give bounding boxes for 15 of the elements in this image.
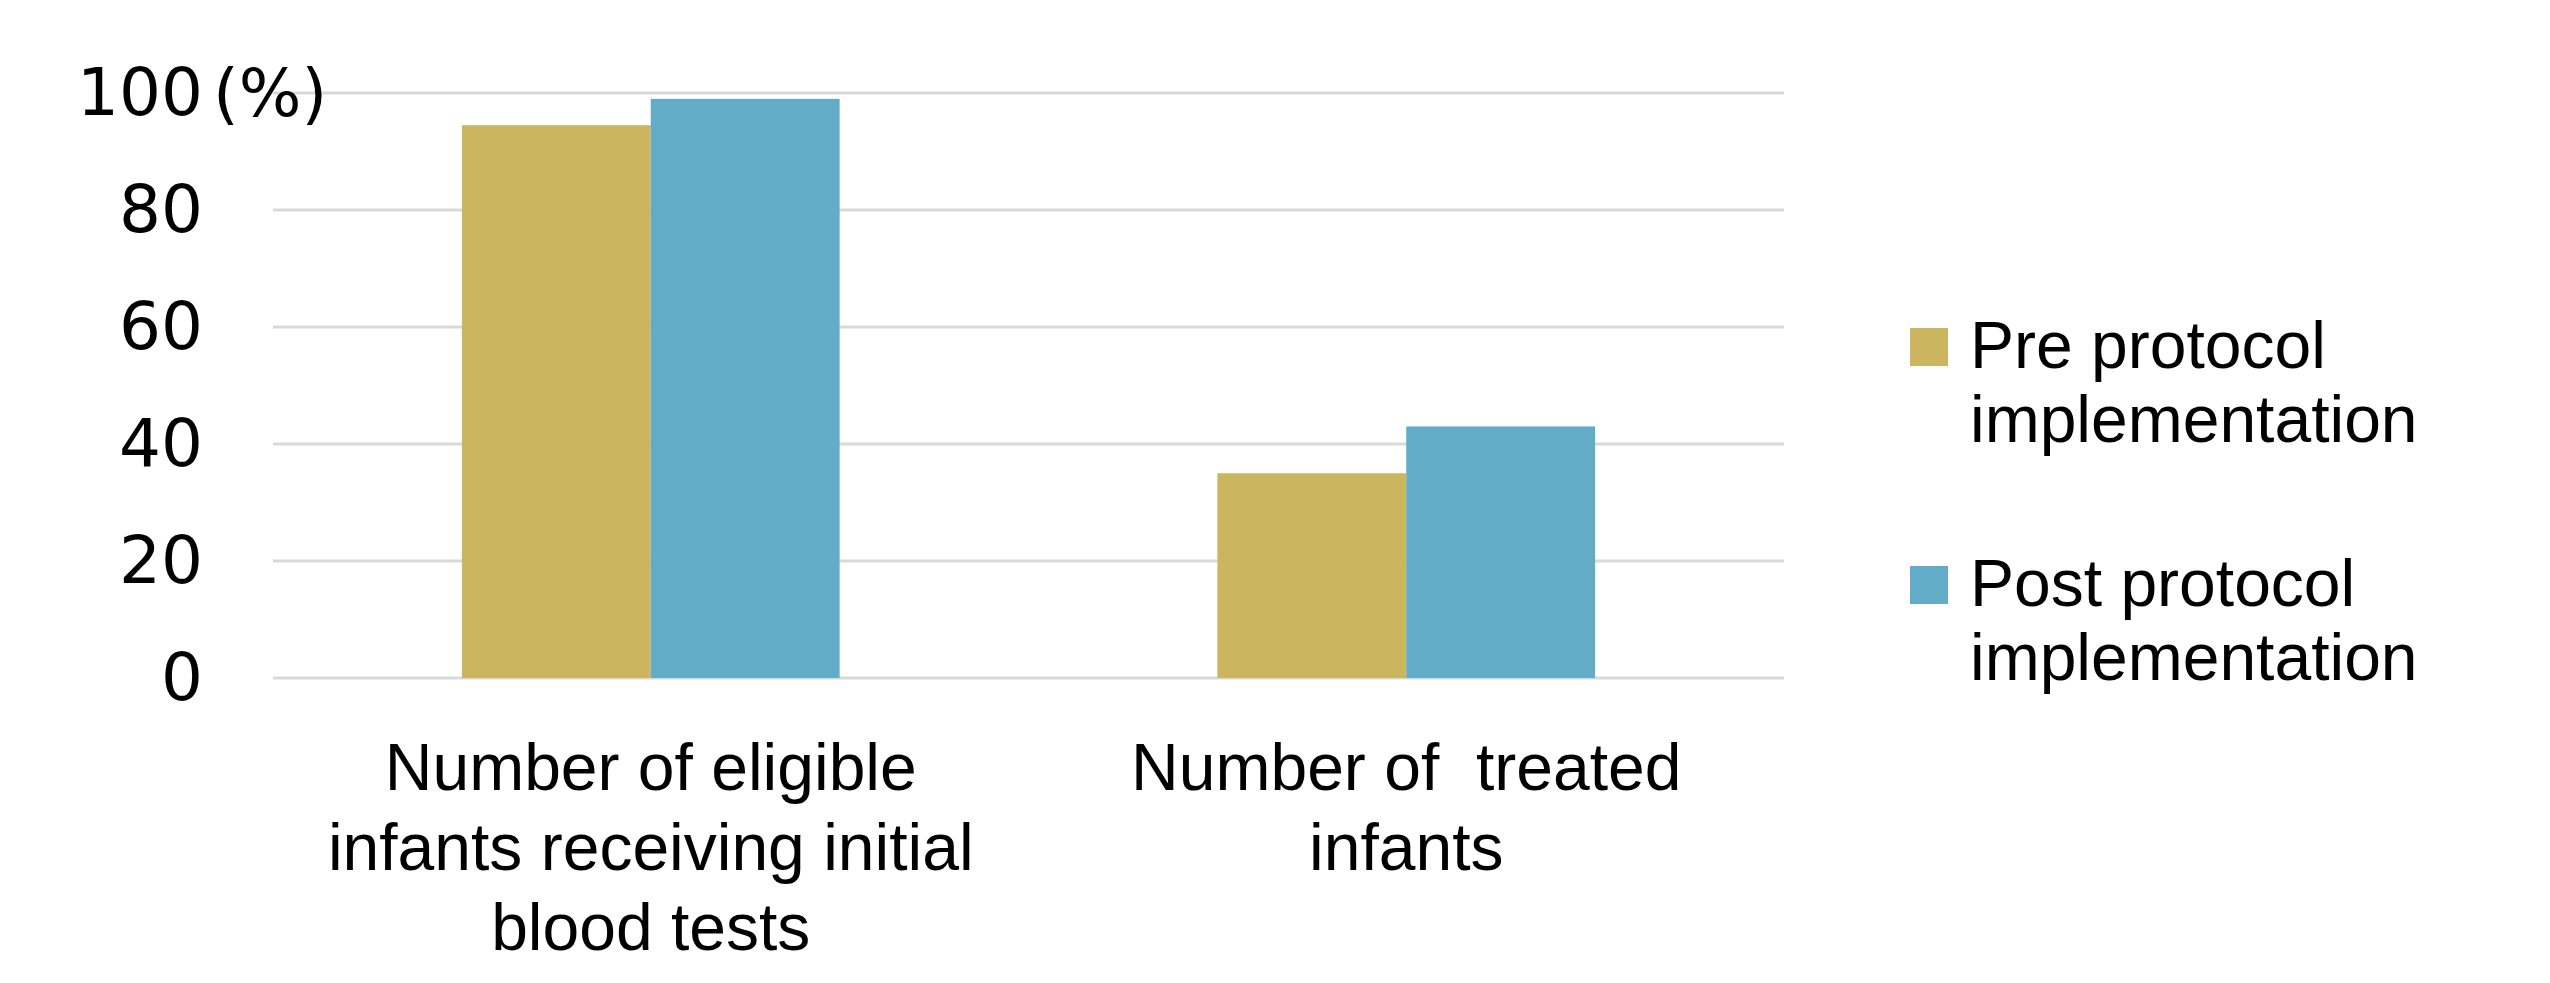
y-axis-title: (%) — [213, 55, 328, 133]
bar — [650, 98, 840, 678]
bar — [1217, 473, 1407, 678]
x-tick-label: Number of eligible infants receiving initial blood tests — [327, 730, 974, 964]
bar — [461, 125, 651, 678]
bar — [1406, 426, 1596, 678]
x-tick-label: Number of treated infants — [1131, 730, 1682, 884]
y-tick-label: 80 — [119, 170, 203, 248]
legend-label: Post protocol implementation — [1970, 546, 2418, 694]
y-tick-label: 60 — [119, 287, 203, 365]
y-tick-label: 20 — [119, 521, 203, 599]
legend-label: Pre protocol implementation — [1970, 308, 2418, 456]
y-tick-label: 100 — [77, 53, 203, 131]
y-tick-label: 0 — [161, 638, 203, 716]
y-tick-label: 40 — [119, 404, 203, 482]
